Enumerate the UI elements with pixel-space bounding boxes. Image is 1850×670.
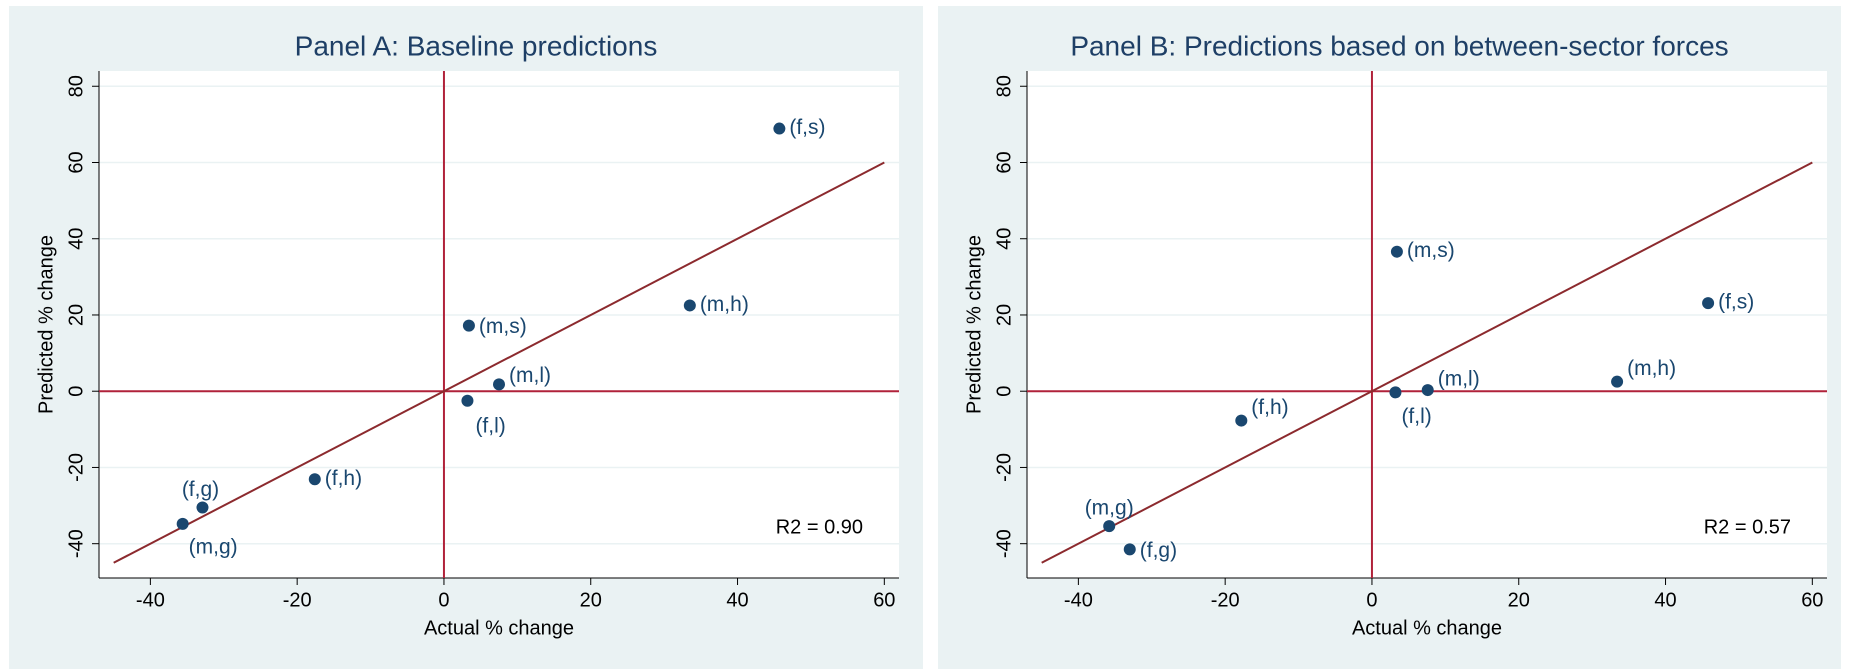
point-label: (m,g) (1085, 497, 1134, 520)
point (176, 517, 189, 530)
y-tick-label: 40 (993, 228, 1015, 250)
point (1390, 245, 1403, 258)
diagonal-line (113, 161, 885, 564)
x-tick-label: -20 (283, 589, 312, 611)
point (1235, 414, 1248, 427)
x-axis-label: Actual % change (1352, 617, 1502, 639)
point (493, 378, 505, 391)
point-label: (f,h) (1251, 396, 1288, 419)
point (1103, 520, 1116, 533)
point (1702, 297, 1715, 310)
point-label: (f,g) (182, 478, 219, 501)
x-tick-label: 0 (1366, 589, 1377, 611)
plot-area (1027, 71, 1827, 578)
point (773, 122, 786, 135)
point (683, 299, 696, 312)
x-tick-label: 20 (580, 589, 602, 611)
x-tick-label: 60 (873, 589, 895, 611)
y-tick-label: 20 (65, 304, 87, 326)
point (1611, 375, 1624, 388)
point-label: (m,s) (479, 315, 527, 338)
panel-title: Panel A: Baseline predictions (295, 30, 658, 61)
x-tick-label: -20 (1211, 589, 1240, 611)
annotation: R2 = 0.57 (1704, 516, 1791, 538)
y-tick-label: -20 (993, 453, 1015, 482)
point-label: (f,h) (325, 467, 362, 490)
point-label: (f,l) (1401, 405, 1431, 428)
point (1389, 386, 1402, 399)
point-label: (m,s) (1407, 239, 1455, 262)
annotation: R2 = 0.90 (776, 516, 863, 538)
x-tick-label: 60 (1801, 589, 1823, 611)
y-tick-label: 60 (65, 151, 87, 173)
y-axis-label: Predicted % change (35, 235, 57, 414)
y-tick-label: 40 (65, 228, 87, 250)
panel: Panel B: Predictions based on between-se… (938, 6, 1841, 669)
point-label: (m,l) (509, 364, 551, 387)
point (462, 319, 475, 332)
point-label: (m,h) (1627, 357, 1676, 380)
point (196, 501, 209, 514)
y-tick-label: 60 (993, 151, 1015, 173)
point-label: (f,l) (475, 414, 505, 437)
y-tick-label: 80 (993, 75, 1015, 97)
y-tick-label: -40 (993, 529, 1015, 558)
y-tick-label: 80 (65, 75, 87, 97)
panel: Panel A: Baseline predictions -40 -20 0 20 40… (9, 6, 923, 669)
point-label: (f,s) (789, 116, 825, 139)
point (461, 394, 474, 407)
point (1421, 384, 1434, 397)
x-tick-label: -40 (136, 589, 165, 611)
point-label: (m,h) (700, 293, 749, 316)
x-axis-label: Actual % change (424, 617, 574, 639)
point-label: (f,g) (1140, 539, 1177, 562)
point (1123, 543, 1136, 556)
point-label: (f,s) (1718, 291, 1754, 314)
diagonal-line (1041, 161, 1813, 564)
x-tick-label: 20 (1508, 589, 1530, 611)
point-label: (m,g) (189, 535, 238, 558)
y-tick-label: 20 (993, 304, 1015, 326)
plot-area (99, 71, 899, 578)
y-tick-label: 0 (993, 386, 1015, 397)
panel-title: Panel B: Predictions based on between-se… (1070, 30, 1728, 61)
y-tick-label: 0 (65, 386, 87, 397)
x-tick-label: 40 (1654, 589, 1676, 611)
y-axis-label: Predicted % change (963, 235, 985, 414)
x-tick-label: 0 (438, 589, 449, 611)
point-label: (m,l) (1438, 368, 1480, 391)
x-tick-label: -40 (1064, 589, 1093, 611)
point (308, 473, 321, 486)
y-tick-label: -20 (65, 453, 87, 482)
y-tick-label: -40 (65, 529, 87, 558)
x-tick-label: 40 (726, 589, 748, 611)
